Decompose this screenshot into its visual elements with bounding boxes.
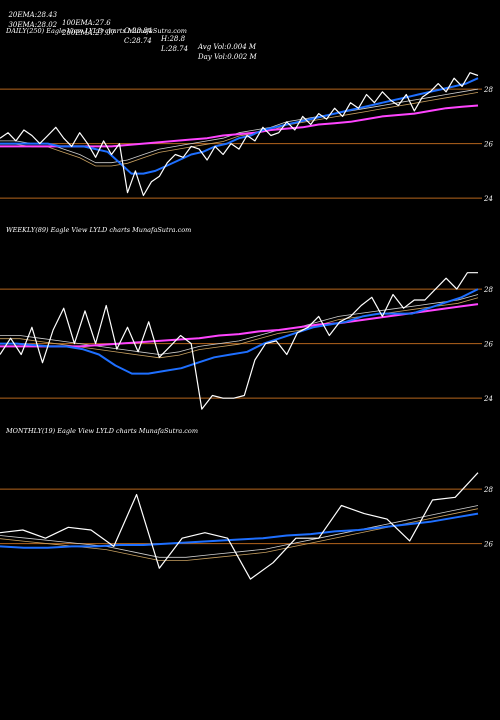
weekly-panel-label: WEEKLY(89) Eagle View LYLD charts Munafa… <box>6 226 192 234</box>
weekly-y-tick-label: 24 <box>483 395 493 403</box>
low-value: 28.74 <box>168 45 189 53</box>
weekly-y-tick-label: 26 <box>483 341 493 349</box>
ema30-value: 28.02 <box>37 21 58 29</box>
header-row-1: 20EMA:28.43 100EMA:27.6 O:28.84 H:28.8 A… <box>4 3 256 51</box>
monthly-ema-short-line <box>0 512 479 549</box>
high-value: 28.8 <box>169 35 186 43</box>
high-label: H: <box>161 35 170 43</box>
weekly-ema-thin-line <box>0 294 479 355</box>
daily-ema-thin-line-2 <box>0 92 479 167</box>
daily-ema-short-line <box>0 77 479 175</box>
weekly-chart: 28 26 24 <box>0 272 493 410</box>
low-label: L: <box>161 45 169 53</box>
ema20-label: 20EMA: <box>8 11 38 19</box>
weekly-ema-long-line <box>0 303 479 348</box>
open-value: 28.84 <box>132 27 153 35</box>
ema200-label: 200EMA: <box>62 29 96 37</box>
avg-vol-value: 0.004 M <box>226 43 257 51</box>
daily-chart: 28 26 24 <box>0 72 493 203</box>
day-vol-label: Day Vol: <box>198 53 228 61</box>
ema200-value: 27.07 <box>95 29 116 37</box>
daily-y-tick-label: 24 <box>483 195 493 203</box>
ema30-label: 30EMA: <box>8 21 38 29</box>
monthly-y-tick-label: 28 <box>483 486 493 494</box>
header-row-2: 30EMA:28.02 200EMA:27.07 C:28.74 L:28.74… <box>4 13 256 61</box>
daily-ema-thin-line <box>0 88 479 164</box>
day-vol-value: 0.002 M <box>227 53 257 61</box>
ema100-value: 27.6 <box>95 19 111 27</box>
ema20-value: 28.43 <box>37 11 58 19</box>
daily-panel-label: DAILY(250) Eagle View LYLD charts Munafa… <box>6 27 187 35</box>
avg-vol-label: Avg Vol: <box>198 43 227 51</box>
daily-price-line <box>0 72 479 197</box>
weekly-ema-short-line <box>0 288 479 375</box>
close-value: 28.74 <box>131 37 152 45</box>
monthly-chart: 28 26 <box>0 472 493 580</box>
monthly-panel-label: MONTHLY(19) Eagle View LYLD charts Munaf… <box>6 427 198 435</box>
monthly-ema-thin-line <box>0 505 479 558</box>
close-label: C: <box>124 37 132 45</box>
monthly-ema-thin-line-2 <box>0 508 479 561</box>
weekly-y-tick-label: 28 <box>483 286 493 294</box>
monthly-y-tick-label: 26 <box>483 541 493 549</box>
open-label: O: <box>124 27 133 35</box>
daily-y-tick-label: 28 <box>483 86 493 94</box>
daily-ema-long-line <box>0 104 479 148</box>
weekly-price-line <box>0 272 478 410</box>
ema100-label: 100EMA: <box>62 19 96 27</box>
monthly-price-line <box>0 472 479 580</box>
daily-y-tick-label: 26 <box>483 141 493 149</box>
